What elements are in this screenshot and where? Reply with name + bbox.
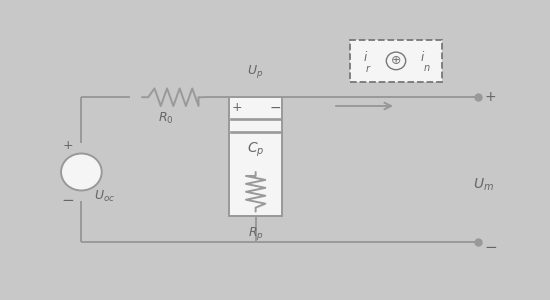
- Text: $+$: $+$: [230, 101, 242, 114]
- Text: $i$: $i$: [363, 50, 368, 64]
- Circle shape: [61, 154, 102, 190]
- Text: $U_{oc}$: $U_{oc}$: [94, 189, 115, 204]
- Text: $n$: $n$: [423, 63, 430, 74]
- Text: $R_{0}$: $R_{0}$: [158, 111, 174, 126]
- Text: $+$: $+$: [62, 139, 74, 152]
- Text: $i$: $i$: [420, 50, 425, 64]
- Bar: [229, 97, 282, 216]
- Text: $C_{p}$: $C_{p}$: [247, 141, 265, 159]
- Bar: [350, 40, 442, 82]
- Text: $-$: $-$: [484, 238, 497, 253]
- Text: $\oplus$: $\oplus$: [390, 54, 402, 68]
- Text: $R_{p}$: $R_{p}$: [248, 225, 263, 242]
- Text: $-$: $-$: [61, 191, 74, 206]
- Text: $+$: $+$: [484, 90, 496, 104]
- Text: $U_{p}$: $U_{p}$: [248, 63, 264, 80]
- Text: $U_{m}$: $U_{m}$: [474, 177, 494, 194]
- Text: $r$: $r$: [365, 63, 372, 74]
- Text: $i_{m}$: $i_{m}$: [360, 67, 373, 83]
- Text: $-$: $-$: [269, 100, 281, 114]
- Circle shape: [386, 52, 406, 70]
